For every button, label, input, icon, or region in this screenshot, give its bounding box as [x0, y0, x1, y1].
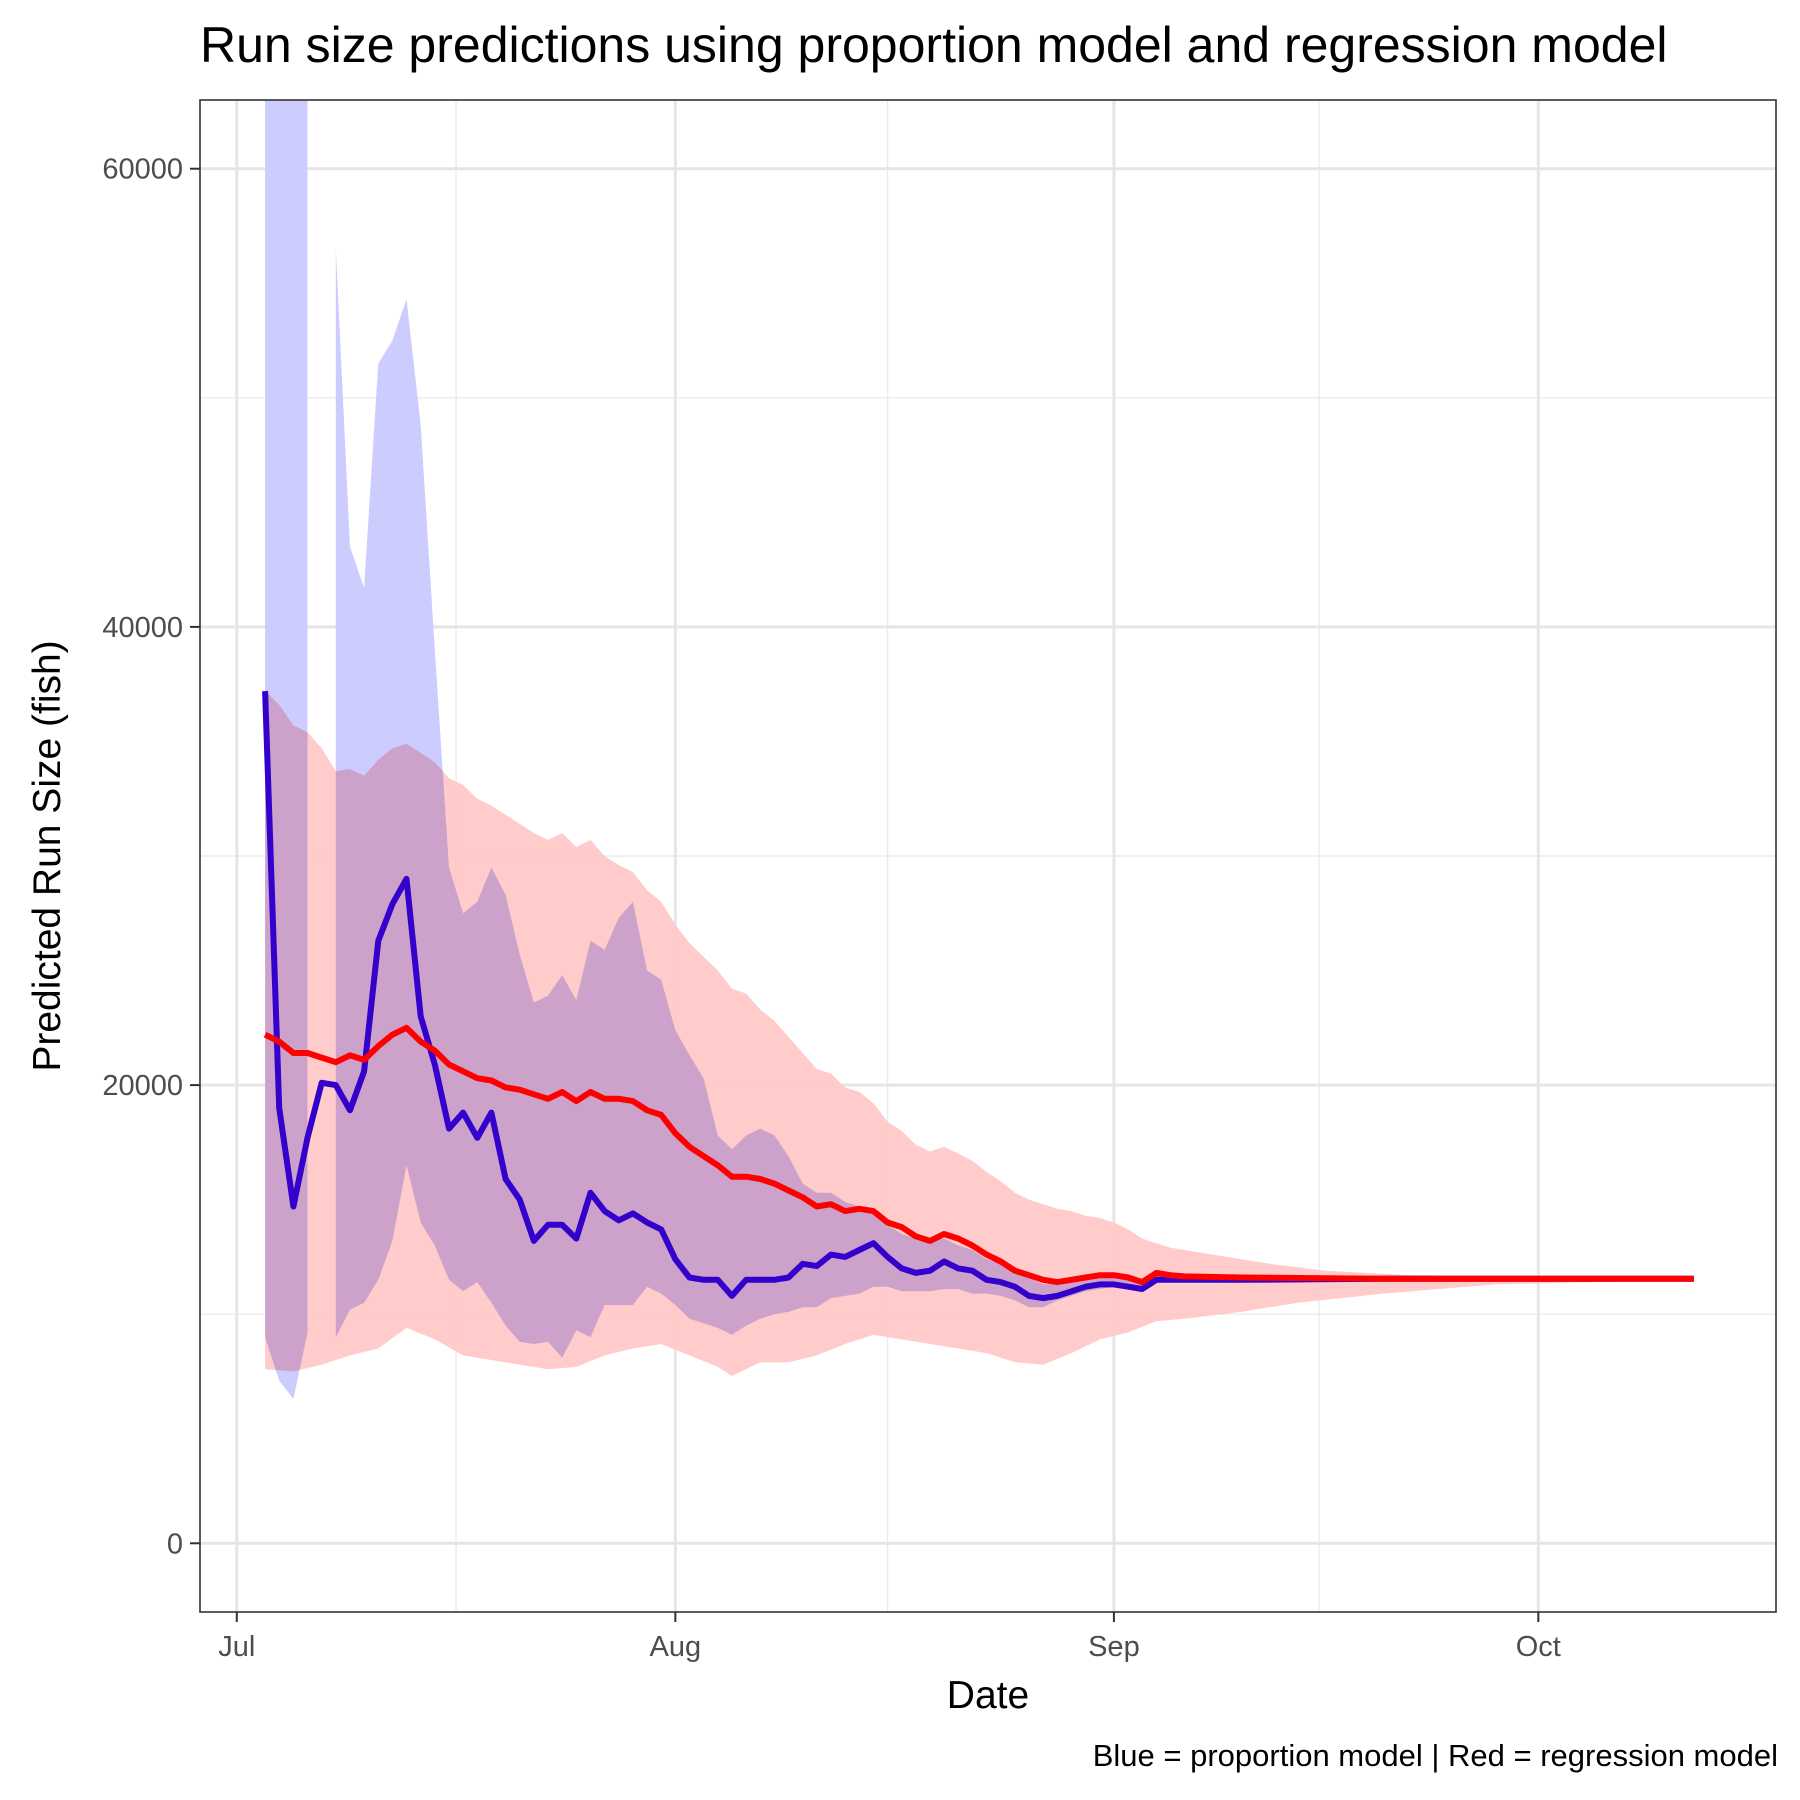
y-tick-label: 40000 — [102, 612, 183, 644]
chart-title: Run size predictions using proportion mo… — [200, 17, 1668, 73]
y-axis: 0 20000 40000 60000 — [102, 154, 200, 1560]
chart-caption: Blue = proportion model | Red = regressi… — [1092, 1738, 1778, 1773]
x-tick-label: Aug — [650, 1631, 702, 1663]
x-axis-title: Date — [947, 1674, 1029, 1717]
y-axis-title: Predicted Run Size (fish) — [26, 640, 69, 1071]
x-tick-label: Sep — [1088, 1631, 1140, 1663]
y-tick-label: 0 — [167, 1528, 183, 1560]
proportion-model-line — [262, 690, 1694, 1302]
y-tick-label: 20000 — [102, 1070, 183, 1102]
panel-border — [199, 99, 1777, 1613]
major-gridlines — [200, 100, 1776, 1612]
regression-model-line — [263, 1024, 1694, 1286]
confidence-bands — [265, 100, 1694, 1399]
x-tick-label: Oct — [1516, 1631, 1561, 1663]
x-tick-label: Jul — [218, 1631, 255, 1663]
x-axis: Jul Aug Sep Oct — [218, 1612, 1561, 1663]
proportion-confidence-band — [265, 100, 308, 1399]
proportion-confidence-band — [335, 248, 1694, 1358]
series-lines — [262, 690, 1694, 1302]
y-tick-label: 60000 — [102, 154, 183, 186]
